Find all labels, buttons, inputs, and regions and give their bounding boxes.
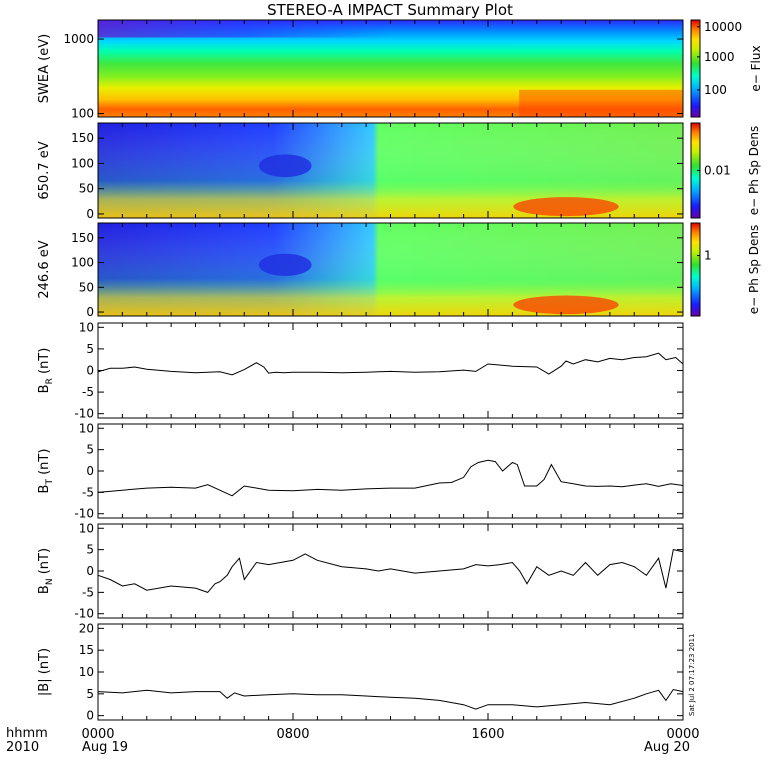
y-tick-label: 0 — [86, 464, 94, 478]
field-series-line — [97, 688, 684, 710]
spectrogram-ylabel: 246.6 eV — [37, 240, 52, 298]
colorbar-label: e− Ph Sp Dens — [747, 225, 761, 314]
generation-stamp: Sat Jul 2 07:17:23 2011 — [688, 633, 696, 716]
y-tick-label: 0 — [86, 207, 94, 221]
spectrogram-ylabel: 650.7 eV — [37, 141, 52, 199]
y-tick-label: 100 — [71, 256, 94, 270]
x-tick-label: 0800 — [276, 727, 309, 742]
ylabel-subscript: N — [45, 578, 55, 585]
field-ylabel: BR (nT) — [37, 348, 55, 394]
y-tick-label: -10 — [74, 407, 94, 421]
y-tick-label: 15 — [79, 643, 94, 657]
ylabel-main: B — [37, 585, 52, 594]
y-tick-label: 5 — [86, 342, 94, 356]
colorbar-label: e− Flux — [749, 45, 763, 91]
line-panel-frame — [97, 423, 684, 519]
year-label: 2010 — [6, 740, 40, 755]
time-format-label: hhmm — [6, 726, 48, 741]
y-tick-label: 0 — [86, 364, 94, 378]
ylabel-subscript: T — [45, 479, 55, 486]
line-panel-frame — [97, 623, 684, 721]
ylabel-unit: (nT) — [37, 548, 52, 578]
ylabel-main: B — [37, 485, 52, 494]
y-tick-label: 150 — [71, 131, 94, 145]
line-panel-frame — [97, 523, 684, 619]
ylabel-unit: (nT) — [37, 648, 52, 678]
y-tick-label: 10 — [79, 521, 94, 535]
y-tick-label: 0 — [86, 564, 94, 578]
x-tick-label: 0000 — [666, 727, 699, 742]
spectrogram-ylabel: SWEA (eV) — [37, 34, 52, 103]
pad-spectrogram-hot — [513, 197, 619, 217]
field-series-line — [97, 459, 684, 497]
y-tick-label: 100 — [71, 156, 94, 170]
field-ylabel: BN (nT) — [37, 548, 55, 594]
y-tick-label: -10 — [74, 607, 94, 621]
swea-spectrogram-hot — [519, 89, 683, 117]
y-tick-label: 50 — [79, 280, 94, 294]
y-tick-label: -10 — [74, 507, 94, 521]
y-tick-label: 0 — [86, 709, 94, 723]
x-tick-label: 1600 — [471, 727, 504, 742]
y-tick-label: 5 — [86, 687, 94, 701]
ylabel-unit: (nT) — [37, 449, 52, 479]
ylabel-unit: (nT) — [37, 348, 52, 378]
start-date-label: Aug 19 — [82, 740, 129, 755]
line-panel-frame — [97, 322, 684, 419]
pad-spectrogram-dip — [258, 154, 312, 178]
pad-spectrogram-hot — [513, 295, 619, 315]
end-date-label: Aug 20 — [644, 740, 691, 755]
y-tick-label: -5 — [82, 485, 94, 499]
ylabel-main: B — [37, 384, 52, 393]
y-tick-label: 100 — [71, 107, 94, 121]
y-tick-label: 50 — [79, 182, 94, 196]
y-tick-label: 0 — [86, 305, 94, 319]
colorbar — [690, 19, 701, 118]
field-ylabel: |B| (nT) — [37, 648, 52, 696]
y-tick-label: 10 — [79, 320, 94, 334]
y-tick-label: 5 — [86, 443, 94, 457]
y-tick-label: 10 — [79, 421, 94, 435]
y-tick-label: 1000 — [63, 32, 94, 46]
colorbar-label: e− Ph Sp Dens — [747, 126, 761, 215]
colorbar — [690, 222, 701, 317]
colorbar-tick-label: 100 — [704, 83, 727, 97]
field-series-line — [97, 548, 684, 593]
y-tick-label: -5 — [82, 385, 94, 399]
ylabel-subscript: R — [45, 378, 55, 384]
y-tick-label: 150 — [71, 231, 94, 245]
ylabel-main: |B| — [37, 678, 52, 696]
swea-spectrogram-top — [98, 20, 683, 38]
x-tick-label: 0000 — [81, 727, 114, 742]
y-tick-label: 5 — [86, 543, 94, 557]
colorbar-tick-label: 1000 — [704, 50, 735, 64]
y-tick-label: 20 — [79, 621, 94, 635]
y-tick-label: -5 — [82, 585, 94, 599]
plot-title: STEREO-A IMPACT Summary Plot — [267, 1, 513, 19]
colorbar-tick-label: 10000 — [704, 20, 742, 34]
pad-spectrogram-dip — [258, 253, 312, 277]
y-tick-label: 10 — [79, 665, 94, 679]
colorbar-tick-label: 0.01 — [704, 164, 731, 178]
colorbar-tick-label: 1 — [704, 249, 712, 263]
field-series-line — [97, 352, 684, 376]
field-ylabel: BT (nT) — [37, 449, 55, 494]
